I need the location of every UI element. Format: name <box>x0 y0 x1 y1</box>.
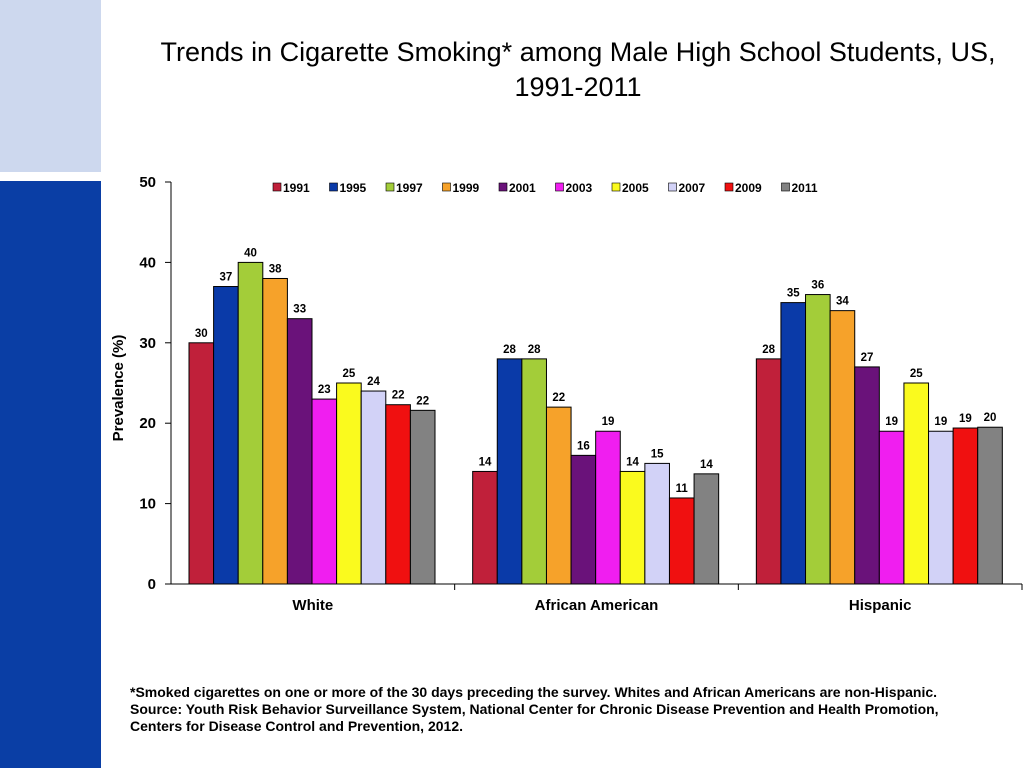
data-label: 34 <box>836 296 849 308</box>
bar-2009-0 <box>385 404 411 585</box>
legend-swatch <box>611 182 621 192</box>
bar-2003-1 <box>595 430 621 585</box>
legend-label: 2011 <box>792 181 818 195</box>
data-label: 14 <box>479 456 492 468</box>
data-label: 33 <box>293 304 306 316</box>
legend-label: 1997 <box>396 181 423 195</box>
legend-swatch <box>498 182 508 192</box>
sidebar-light-panel <box>0 0 101 172</box>
bar-1995-0 <box>213 286 239 585</box>
bar-1995-2 <box>780 302 807 585</box>
data-label: 19 <box>959 413 972 425</box>
bar-1997-2 <box>805 294 831 585</box>
bar-1995-1 <box>496 358 523 585</box>
category-label: White <box>292 597 333 614</box>
data-label: 22 <box>392 390 405 402</box>
data-label: 24 <box>367 376 380 388</box>
data-label: 25 <box>910 368 923 380</box>
bar-2005-1 <box>619 470 646 585</box>
y-tick-label: 40 <box>139 254 156 271</box>
sidebar-dark-panel <box>0 181 101 768</box>
category-label: Hispanic <box>849 597 912 614</box>
y-tick-label: 50 <box>139 174 156 191</box>
legend-swatch <box>555 182 564 192</box>
bar-1999-2 <box>829 310 856 585</box>
bar-2001-1 <box>570 454 597 585</box>
data-label: 20 <box>984 412 997 424</box>
data-label: 19 <box>885 416 898 428</box>
data-label: 11 <box>676 483 689 495</box>
y-tick-label: 10 <box>139 496 156 513</box>
slide-title: Trends in Cigarette Smoking* among Male … <box>160 37 996 102</box>
legend-label: 2003 <box>566 181 593 195</box>
bar-1997-1 <box>521 358 547 585</box>
y-tick-label: 20 <box>139 415 156 432</box>
legend-swatch <box>385 182 395 192</box>
data-label: 15 <box>651 448 664 460</box>
footnote-source: Source: Youth Risk Behavior Surveillance… <box>130 701 939 734</box>
bar-2011-1 <box>693 473 720 585</box>
bar-2007-1 <box>644 462 670 585</box>
legend-label: 2005 <box>622 181 649 195</box>
category-label: African American <box>535 597 659 614</box>
data-label: 16 <box>577 440 590 452</box>
bar-2005-2 <box>903 382 930 585</box>
footnote-definition: *Smoked cigarettes on one or more of the… <box>130 684 938 700</box>
bar-1991-1 <box>472 470 498 585</box>
bar-2009-1 <box>668 497 695 585</box>
data-label: 40 <box>244 247 257 259</box>
legend-label: 2009 <box>735 181 762 195</box>
bar-2003-2 <box>878 430 905 585</box>
legend-label: 2001 <box>509 181 536 195</box>
bar-1999-1 <box>545 406 572 585</box>
bar-1991-2 <box>755 358 782 585</box>
data-label: 27 <box>861 352 874 364</box>
legend-label: 1999 <box>453 181 480 195</box>
bar-2003-0 <box>311 398 338 585</box>
data-label: 14 <box>626 456 639 468</box>
bar-2011-0 <box>409 409 436 585</box>
data-label: 36 <box>811 280 824 292</box>
legend-swatch <box>442 182 451 192</box>
data-label: 28 <box>503 344 516 356</box>
legend-swatch <box>668 182 677 192</box>
data-label: 14 <box>700 459 713 471</box>
legend-label: 1991 <box>283 181 310 195</box>
legend-label: 1995 <box>340 181 367 195</box>
bar-2011-2 <box>977 426 1003 585</box>
data-label: 22 <box>416 395 429 407</box>
y-tick-label: 30 <box>139 335 156 352</box>
bar-1991-0 <box>188 342 215 585</box>
bar-2007-0 <box>360 390 387 585</box>
bar-2005-0 <box>336 382 362 585</box>
bar-2007-2 <box>928 430 954 585</box>
data-label: 30 <box>195 328 208 340</box>
data-label: 19 <box>602 416 615 428</box>
legend-swatch <box>781 182 790 192</box>
bar-1999-0 <box>262 277 288 585</box>
legend-swatch <box>329 182 338 192</box>
y-tick-label: 0 <box>148 576 156 593</box>
legend-label: 2007 <box>679 181 706 195</box>
bar-2001-2 <box>854 366 880 585</box>
data-label: 25 <box>343 368 356 380</box>
legend-swatch <box>724 182 734 192</box>
bar-1997-0 <box>237 261 264 585</box>
data-label: 23 <box>318 384 331 396</box>
data-label: 35 <box>787 288 800 300</box>
data-label: 22 <box>552 392 565 404</box>
footnote: *Smoked cigarettes on one or more of the… <box>130 684 990 735</box>
bar-chart: 0 10 20 30 40 50 Prevalence (%) 30 37 40 38 33 23 25 2… <box>110 174 1023 614</box>
data-label: 28 <box>762 344 775 356</box>
bar-2001-0 <box>286 318 313 585</box>
data-label: 19 <box>934 416 947 428</box>
data-label: 38 <box>269 263 282 275</box>
data-label: 28 <box>528 344 541 356</box>
legend-swatch <box>272 182 282 192</box>
y-axis-title: Prevalence (%) <box>110 335 127 442</box>
data-label: 37 <box>220 272 233 284</box>
bar-2009-2 <box>952 427 979 585</box>
